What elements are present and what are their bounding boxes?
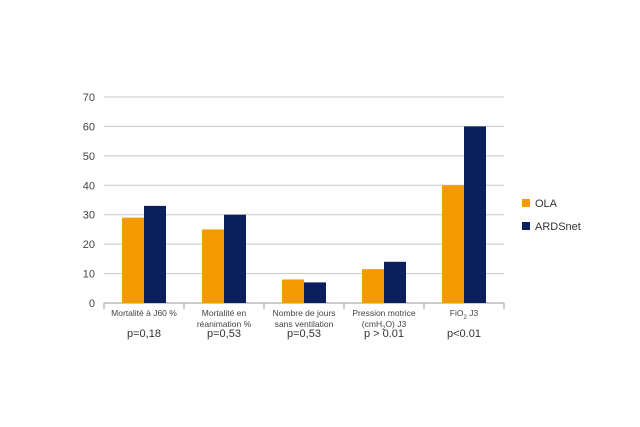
category-label: FiO2 J3 [450,308,479,321]
bar-ardsnet [384,261,406,303]
y-tick-label: 70 [83,92,95,104]
y-tick-label: 50 [83,151,95,163]
y-tick-label: 30 [83,210,95,222]
bar-ola [122,217,144,303]
category-label: Nombre de jours [273,308,336,318]
bar-ardsnet [464,126,486,303]
bars [122,126,486,303]
category-label: Mortalité en [202,308,247,318]
legend-swatch-ardsnet [522,222,530,230]
p-value-label: p<0.01 [447,328,481,340]
bar-ardsnet [304,282,326,303]
bar-ola [202,229,224,303]
bar-ardsnet [224,214,246,303]
category-label: Pression motrice [352,308,416,318]
y-tick-label: 40 [83,180,95,192]
category-label: sans ventilation [275,319,334,329]
category-label: (cmH2O) J3 [362,319,407,332]
y-axis-ticks: 0 10 20 30 40 50 60 70 [83,92,95,310]
p-value-label: p=0,18 [127,328,161,340]
bar-ardsnet [144,205,166,303]
category-label: Mortalité à J60 % [111,308,177,318]
category-label: réanimation % [197,319,252,329]
y-tick-label: 10 [83,269,95,281]
legend-label-ola: OLA [535,198,558,210]
p-value-label: p=0,53 [207,328,241,340]
legend-swatch-ola [522,199,530,207]
bar-ola [362,269,384,303]
y-tick-label: 20 [83,239,95,251]
p-value-label: p > 0.01 [364,328,404,340]
category-labels: Mortalité à J60 % p=0,18 Mortalité enréani… [111,308,481,340]
y-tick-label: 0 [89,298,95,310]
bar-ola [442,185,464,303]
y-tick-label: 60 [83,121,95,133]
legend: OLA ARDSnet [522,198,581,233]
legend-label-ardsnet: ARDSnet [535,221,581,233]
p-value-label: p=0,53 [287,328,321,340]
gridlines [103,96,505,309]
bar-ola [282,279,304,303]
